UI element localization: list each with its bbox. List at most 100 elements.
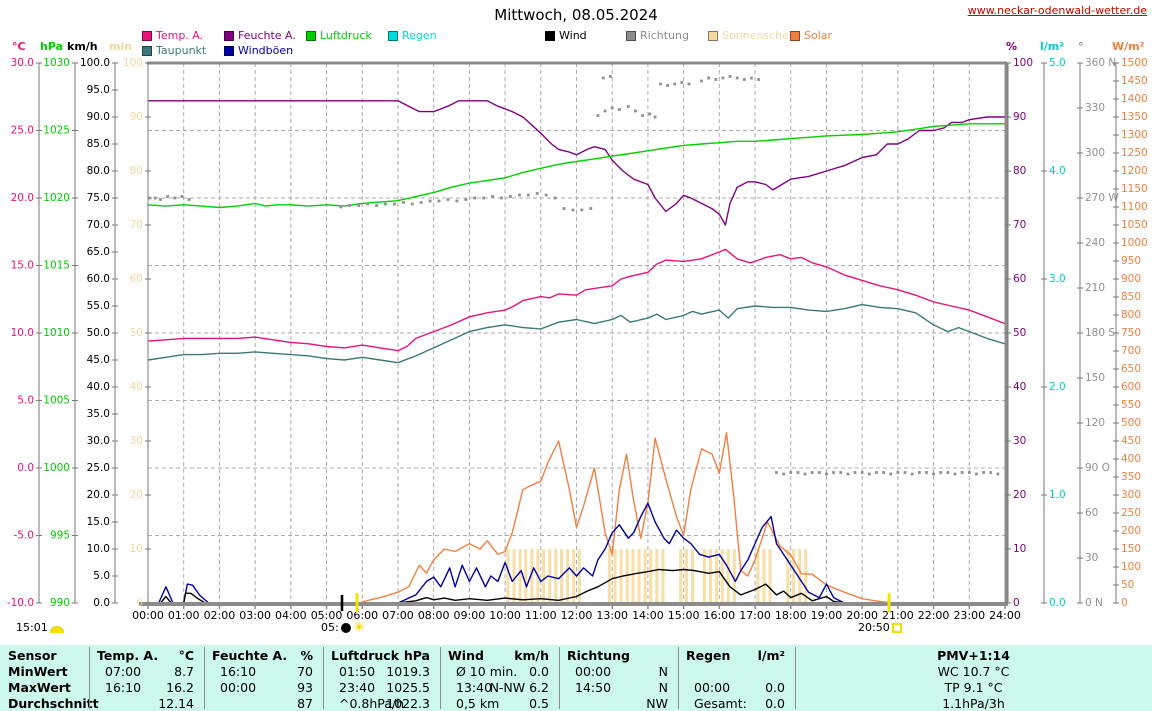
direction-dot: [825, 472, 828, 476]
time-label: 11:00: [525, 609, 557, 622]
sunrise-time: 05:: [321, 621, 339, 634]
time-label: 16:00: [703, 609, 735, 622]
direction-dot: [996, 472, 1000, 476]
axis-tick-label: 60: [1085, 507, 1098, 519]
axis-tick-label: 1010: [43, 327, 70, 339]
time-label: 12:00: [561, 609, 593, 622]
time-label: 23:00: [953, 609, 985, 622]
axis-tick-label: 1400: [1121, 93, 1148, 105]
time-label: 10:00: [489, 609, 521, 622]
website-link[interactable]: www.neckar-odenwald-wetter.de: [967, 4, 1147, 17]
direction-dot: [491, 195, 494, 198]
time-label: 02:00: [204, 609, 236, 622]
direction-dot: [455, 199, 459, 203]
direction-dot: [553, 196, 557, 200]
table-separator: [440, 647, 441, 709]
pmv-line: TP 9.1 °C: [944, 680, 1003, 695]
axis-tick-label: 30.0: [87, 435, 110, 447]
axis-tick-label: 500: [1121, 417, 1141, 429]
direction-dot: [648, 112, 652, 116]
legend-swatch: [790, 30, 800, 41]
cell-value: 12.14: [158, 696, 194, 711]
axis-unit-W/m²: W/m²: [1112, 40, 1145, 53]
axis-tick-label: 1300: [1121, 129, 1148, 141]
direction-dot: [187, 198, 191, 201]
series-solar: [358, 432, 1005, 604]
axis-tick-label: 80.0: [87, 165, 110, 177]
axis-tick-label: 95.0: [87, 84, 110, 96]
sun-icon: ☀: [352, 619, 366, 636]
direction-dot: [610, 106, 614, 110]
axis-tick-label: 90 O: [1085, 462, 1110, 474]
time-label: 13:00: [596, 609, 628, 622]
axis-tick-label: 65.0: [87, 246, 110, 258]
column-header: Luftdruck: [331, 648, 400, 663]
direction-dot: [960, 471, 964, 474]
axis-tick-label: 1350: [1121, 111, 1148, 123]
axis-tick-label: 30: [1085, 552, 1098, 564]
direction-dot: [596, 114, 600, 117]
direction-dot: [609, 75, 612, 78]
direction-dot: [659, 82, 662, 86]
direction-dot: [419, 201, 423, 204]
axis-unit-hPa: hPa: [40, 40, 64, 53]
moonrise-time: 15:01: [16, 621, 48, 634]
series-temp-a-: [147, 248, 1006, 352]
axis-tick-label: 850: [1121, 291, 1141, 303]
direction-dot: [735, 76, 739, 80]
legend-item-taupunkt: Taupunkt: [142, 44, 206, 57]
cell-time: Gesamt:: [694, 696, 747, 711]
axis-tick-label: 20.0: [11, 192, 34, 204]
axis-tick-label: 360 N: [1085, 57, 1116, 69]
direction-dot: [917, 471, 921, 474]
direction-dot: [626, 105, 630, 108]
table-separator: [204, 647, 205, 709]
axis-tick-label: 1100: [1121, 201, 1148, 213]
axis-tick-label: 60: [1013, 273, 1026, 285]
axis-tick-label: 180 S: [1085, 327, 1115, 339]
column-header: Feuchte A.: [212, 648, 288, 663]
axis-tick-label: 45.0: [87, 354, 110, 366]
direction-dot: [544, 193, 548, 197]
axis-tick-label: 1200: [1121, 165, 1148, 177]
sunrise-moon-marker: 05: ☀: [321, 619, 366, 636]
pmv-line: 1.1hPa/3h: [942, 696, 1005, 711]
column-header: Wind: [448, 648, 484, 663]
axis-tick-label: 750: [1121, 327, 1141, 339]
axis-tick-label: 10: [130, 543, 143, 555]
direction-dot: [392, 202, 396, 206]
direction-dot: [526, 193, 530, 197]
axis-tick-label: 210: [1085, 282, 1105, 294]
legend-swatch: [708, 30, 718, 41]
legend-item-regen: Regen: [388, 29, 437, 42]
pmv-title: PMV+1:14: [937, 648, 1010, 663]
axis-tick-label: 950: [1121, 255, 1141, 267]
cell-value: 8.7: [174, 664, 194, 679]
time-label: 17:00: [739, 609, 771, 622]
axis-tick-label: 150: [1085, 372, 1105, 384]
direction-dot: [875, 471, 878, 474]
time-label: 04:00: [275, 609, 307, 622]
column-unit: l/m²: [757, 648, 785, 663]
direction-dot: [896, 471, 900, 474]
cell-value: 16.2: [166, 680, 194, 695]
direction-dot: [728, 75, 732, 78]
axis-tick-label: 0.0: [1049, 597, 1066, 609]
axis-tick-label: 450: [1121, 435, 1141, 447]
axis-tick-label: 60.0: [87, 273, 110, 285]
column-header: Richtung: [567, 648, 630, 663]
axis-tick-label: 270 W: [1085, 192, 1119, 204]
axis-tick-label: 0 N: [1085, 597, 1103, 609]
axis-tick-label: 30: [130, 435, 143, 447]
legend-item-feuchte-a-: Feuchte A.: [224, 29, 296, 42]
direction-dot: [953, 472, 957, 476]
axis-tick-label: 90: [130, 111, 143, 123]
moonrise-icon: [49, 625, 64, 633]
legend-item-sonnenschein: Sonnenschein: [708, 29, 799, 42]
axis-tick-label: 90.0: [87, 111, 110, 123]
series-luftdruck: [147, 123, 1005, 209]
cell-time: 00:00: [694, 680, 731, 695]
axis-tick-label: 100: [1121, 561, 1141, 573]
axis-tick-label: 60: [130, 273, 143, 285]
axis-tick-label: 990: [50, 597, 70, 609]
